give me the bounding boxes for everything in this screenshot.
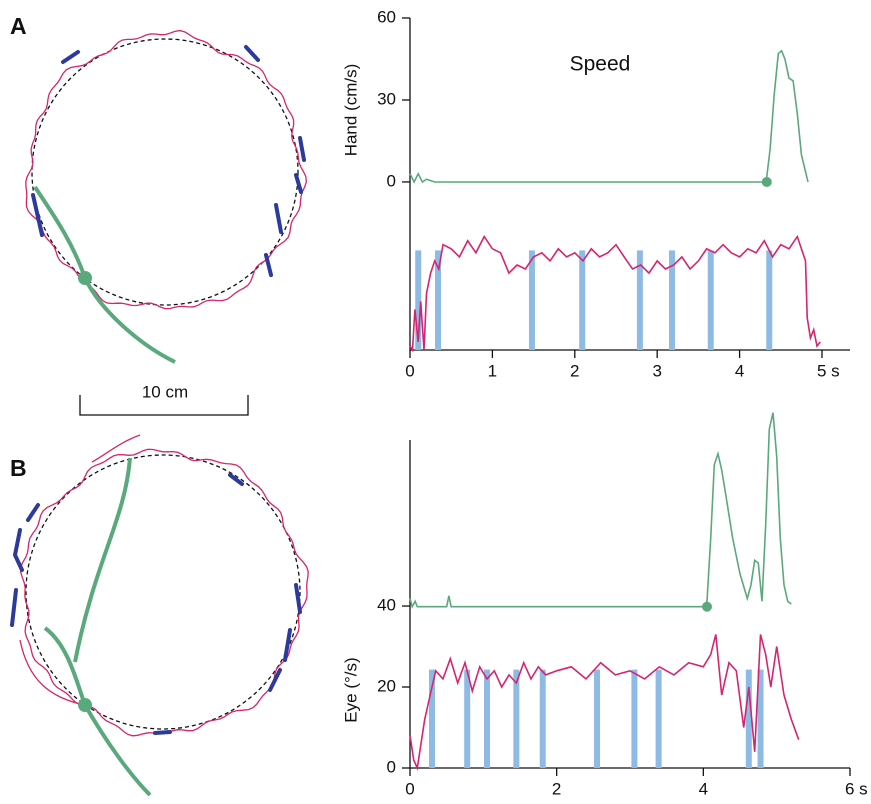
saccades: [31, 45, 306, 277]
event-bar: [631, 669, 638, 768]
event-bar: [484, 669, 490, 768]
y-tick-label: 60: [377, 7, 396, 26]
x-tick-label: 0: [405, 779, 414, 798]
event-bar: [745, 669, 752, 768]
event-bar: [539, 669, 546, 768]
x-tick-label: 0: [405, 361, 414, 380]
event-bar: [415, 250, 422, 350]
y-axis-label: Hand (cm/s): [341, 64, 360, 157]
x-tick-label: 6 s: [845, 779, 868, 798]
x-tick-label: 5 s: [817, 361, 840, 380]
onset-marker: [702, 601, 712, 612]
eye-trace: [19, 434, 141, 706]
event-bar: [464, 669, 471, 768]
event-bar: [636, 250, 643, 350]
event-bar: [513, 669, 520, 768]
speed-trace: [409, 634, 800, 771]
hand-onset: [78, 698, 92, 712]
x-tick-label: 2: [570, 361, 579, 380]
speed-trace: [409, 412, 792, 609]
axis-line: [409, 440, 850, 769]
event-bar: [669, 250, 676, 350]
event-bar: [655, 669, 662, 768]
hand-path: [43, 457, 152, 797]
x-tick-label: 4: [735, 361, 744, 380]
x-tick-label: 2: [552, 779, 561, 798]
target-circle: [25, 454, 301, 730]
saccades: [10, 473, 302, 735]
event-bar: [766, 250, 773, 350]
trajectory-b: [10, 434, 309, 797]
scale-bar: [79, 395, 249, 416]
scale-bar-label: 10 cm: [142, 382, 188, 401]
y-tick-label: 40: [377, 596, 396, 615]
y-tick-label: 20: [377, 676, 396, 695]
eye-trace: [20, 448, 309, 737]
x-tick-label: 4: [699, 779, 708, 798]
event-bar: [429, 669, 435, 768]
event-bar: [528, 250, 535, 350]
event-bar: [594, 669, 600, 768]
hand-onset: [78, 271, 92, 285]
event-bar: [757, 669, 764, 768]
trajectory-a: [25, 29, 307, 364]
x-tick-label: 1: [488, 361, 497, 380]
eye-trace: [25, 29, 307, 310]
speed-trace: [409, 234, 821, 353]
hand-path: [33, 185, 176, 364]
event-bar: [579, 250, 586, 350]
y-tick-label: 30: [377, 89, 396, 108]
panel-label: A: [10, 13, 27, 39]
panel-label: B: [10, 455, 27, 481]
x-tick-label: 3: [652, 361, 661, 380]
onset-marker: [761, 176, 772, 187]
y-tick-label: 0: [387, 171, 396, 190]
y-axis-label: Eye (°/s): [341, 657, 360, 722]
target-circle: [31, 38, 299, 306]
event-bar: [435, 250, 442, 350]
chart-title: Speed: [570, 53, 631, 76]
y-tick-label: 0: [387, 757, 396, 776]
event-bar: [707, 250, 714, 350]
